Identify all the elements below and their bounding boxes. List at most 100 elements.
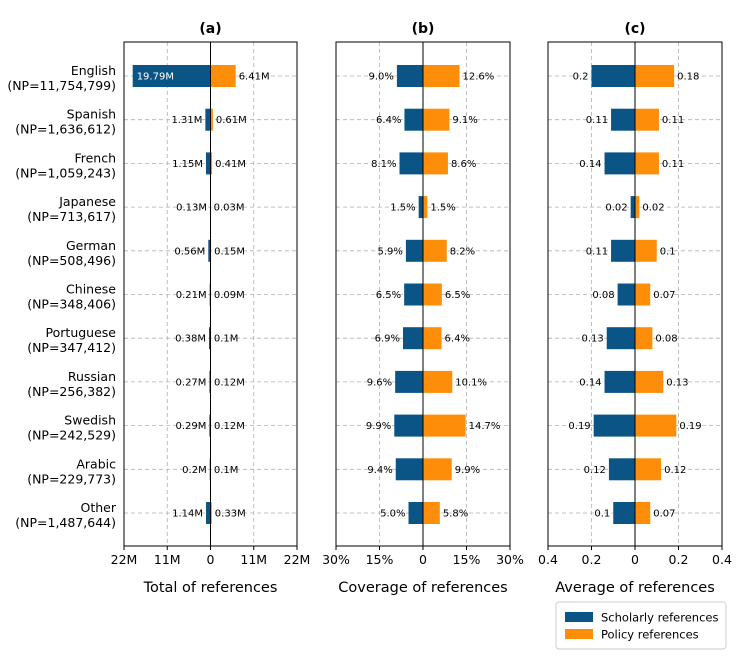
category-np-spanish: (NP=1,636,612) xyxy=(15,122,116,137)
bar-scholarly-b-french xyxy=(399,152,423,175)
data-label-scholarly: 0.02 xyxy=(605,203,627,214)
data-label-policy: 0.61M xyxy=(216,115,247,126)
category-label-spanish: Spanish xyxy=(67,107,116,122)
x-axis-label-c: Average of references xyxy=(555,580,715,596)
data-label-scholarly: 0.08 xyxy=(592,290,614,301)
x-tick-label: 11M xyxy=(154,552,181,567)
data-label-scholarly: 0.38M xyxy=(175,334,206,345)
data-label-scholarly: 0.2M xyxy=(182,465,207,476)
bar-policy-b-japanese xyxy=(423,196,428,219)
chart-panels: 19.79M 6.41M 1.31M 0.61M 1.15M 0.41M 0.13M 0.03… xyxy=(111,21,732,596)
data-label-scholarly: 8.1% xyxy=(371,159,396,170)
category-label-swedish: Swedish xyxy=(64,413,116,428)
category-np-german: (NP=508,496) xyxy=(27,253,116,268)
bar-scholarly-b-russian xyxy=(395,370,423,393)
data-label-policy: 0.11 xyxy=(662,159,684,170)
data-label-policy: 0.1M xyxy=(214,334,239,345)
data-label-policy: 0.1 xyxy=(660,246,676,257)
data-label-policy: 1.5% xyxy=(430,203,455,214)
data-label-policy: 5.8% xyxy=(443,509,468,520)
bar-policy-b-english xyxy=(423,65,460,87)
category-label-russian: Russian xyxy=(68,369,116,384)
data-label-policy: 0.12M xyxy=(214,377,245,388)
category-np-english: (NP=11,754,799) xyxy=(7,78,116,93)
x-tick-label: 0.2 xyxy=(582,552,602,567)
data-label-policy: 0.02 xyxy=(642,203,664,214)
data-label-scholarly: 9.9% xyxy=(366,421,391,432)
bar-policy-c-spanish xyxy=(635,108,659,131)
data-label-policy: 0.19 xyxy=(679,421,701,432)
data-label-policy: 0.07 xyxy=(653,290,675,301)
x-tick-label: 30% xyxy=(322,552,350,567)
bar-scholarly-b-english xyxy=(396,65,423,87)
data-label-scholarly: 0.19 xyxy=(568,421,590,432)
legend-swatch-policy xyxy=(565,629,593,639)
bar-scholarly-a-russian xyxy=(209,370,211,393)
x-tick-label: 0 xyxy=(207,552,215,567)
data-label-scholarly: 0.56M xyxy=(174,246,205,257)
data-label-scholarly: 0.29M xyxy=(175,421,206,432)
x-axis-label-a: Total of references xyxy=(143,580,278,596)
category-label-japanese: Japanese xyxy=(58,194,116,209)
category-label-french: French xyxy=(74,150,116,165)
bar-scholarly-c-other xyxy=(613,502,635,524)
data-label-scholarly: 1.15M xyxy=(172,159,203,170)
data-label-scholarly: 0.11 xyxy=(586,246,608,257)
data-label-policy: 9.9% xyxy=(455,465,480,476)
x-tick-label: 15% xyxy=(453,552,481,567)
bar-scholarly-a-other xyxy=(206,502,211,524)
x-tick-label: 15% xyxy=(366,552,394,567)
data-label-policy: 9.1% xyxy=(452,115,477,126)
bar-scholarly-a-english xyxy=(132,65,211,87)
panel-title-b: (b) xyxy=(412,21,435,37)
bar-scholarly-c-german xyxy=(611,239,635,262)
data-label-scholarly: 6.4% xyxy=(376,115,401,126)
data-label-policy: 8.2% xyxy=(450,246,475,257)
category-label-english: English xyxy=(71,63,116,78)
bar-policy-b-arabic xyxy=(423,458,452,481)
data-label-scholarly: 0.13 xyxy=(581,334,603,345)
bar-scholarly-a-french xyxy=(205,152,211,175)
data-label-policy: 0.41M xyxy=(215,159,246,170)
bar-scholarly-b-swedish xyxy=(394,414,423,437)
x-tick-label: 0.4 xyxy=(538,552,558,567)
bar-policy-b-french xyxy=(423,152,448,175)
bar-policy-c-japanese xyxy=(635,196,640,219)
x-tick-label: 22M xyxy=(284,552,311,567)
bar-scholarly-c-french xyxy=(604,152,635,175)
data-label-policy: 0.18 xyxy=(677,72,699,83)
bar-policy-b-german xyxy=(423,239,447,262)
data-label-policy: 0.12 xyxy=(664,465,686,476)
bar-scholarly-b-chinese xyxy=(404,283,423,306)
bar-policy-c-russian xyxy=(635,370,664,393)
bar-policy-a-spanish xyxy=(210,108,213,131)
data-label-policy: 0.09M xyxy=(214,290,245,301)
data-label-scholarly: 6.9% xyxy=(375,334,400,345)
category-label-german: German xyxy=(66,238,116,253)
category-label-chinese: Chinese xyxy=(66,282,116,297)
bar-policy-b-spanish xyxy=(423,108,450,131)
data-label-scholarly: 1.5% xyxy=(390,203,415,214)
bar-policy-c-portuguese xyxy=(635,327,653,350)
category-np-chinese: (NP=348,406) xyxy=(27,297,116,312)
data-label-scholarly: 6.5% xyxy=(376,290,401,301)
data-label-policy: 6.5% xyxy=(445,290,470,301)
data-label-scholarly: 0.12 xyxy=(584,465,606,476)
bar-scholarly-a-german xyxy=(208,239,211,262)
x-tick-label: 0.4 xyxy=(712,552,732,567)
data-label-policy: 6.41M xyxy=(239,72,270,83)
bar-policy-c-arabic xyxy=(635,458,662,481)
category-np-russian: (NP=256,382) xyxy=(27,384,116,399)
data-label-scholarly: 0.14 xyxy=(579,377,601,388)
category-labels: English(NP=11,754,799) Spanish(NP=1,636,6… xyxy=(7,63,117,530)
data-label-policy: 0.03M xyxy=(214,203,245,214)
bar-policy-c-french xyxy=(635,152,659,175)
bar-policy-c-other xyxy=(635,502,651,524)
category-np-french: (NP=1,059,243) xyxy=(15,165,116,180)
category-np-arabic: (NP=229,773) xyxy=(27,471,116,486)
bar-scholarly-c-swedish xyxy=(593,414,635,437)
x-tick-label: 0.2 xyxy=(669,552,689,567)
data-label-policy: 14.7% xyxy=(469,421,501,432)
bar-scholarly-a-portuguese xyxy=(209,327,211,350)
bar-policy-a-english xyxy=(210,65,236,87)
